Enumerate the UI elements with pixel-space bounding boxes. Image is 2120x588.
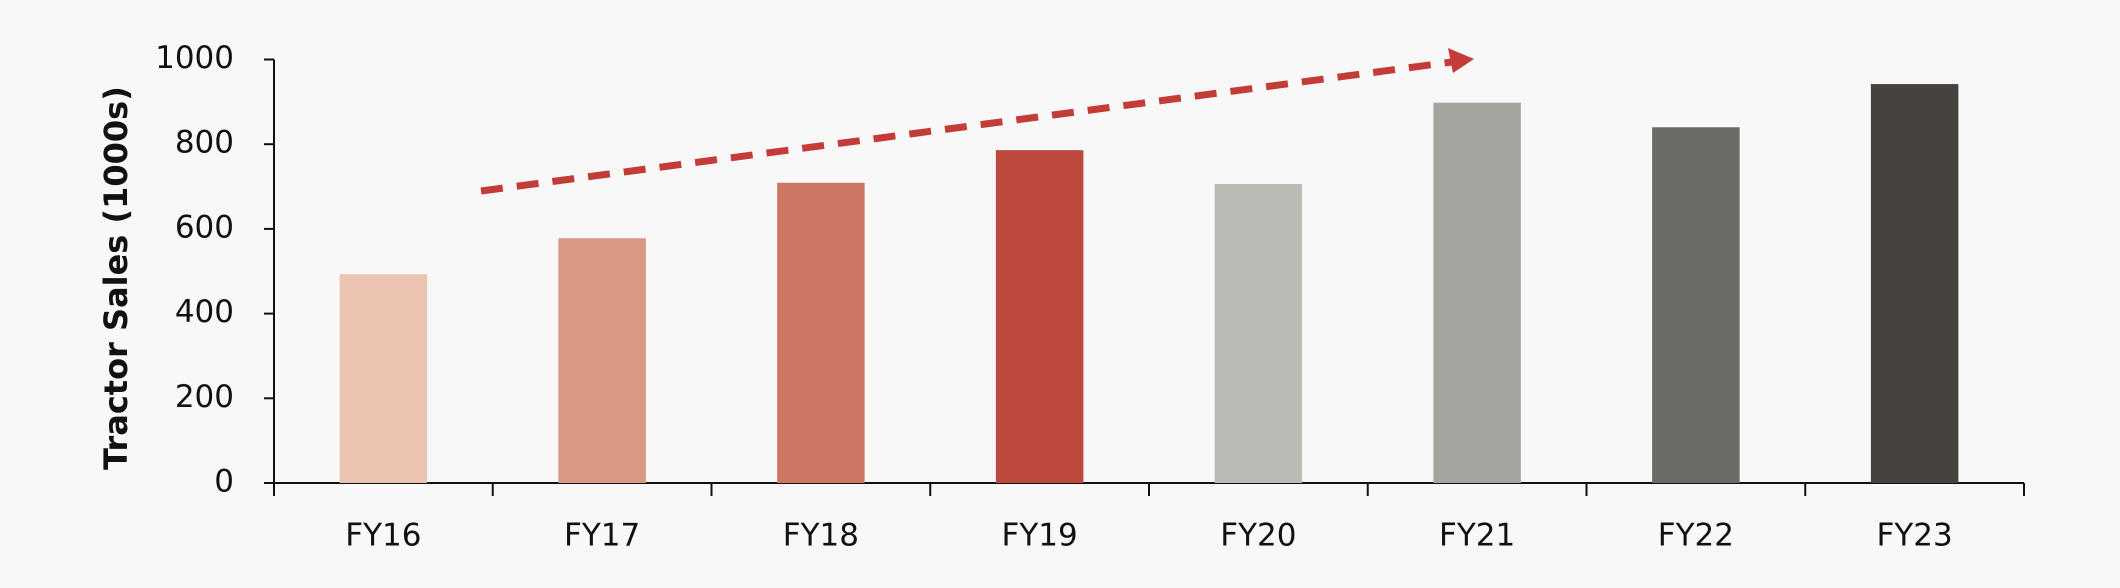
bar bbox=[558, 238, 646, 483]
y-tick-label: 400 bbox=[175, 294, 234, 330]
y-tick-label: 1000 bbox=[155, 40, 234, 76]
x-tick-label: FY18 bbox=[783, 518, 859, 554]
y-tick-label: 800 bbox=[175, 125, 234, 161]
y-tick-label: 0 bbox=[214, 464, 234, 500]
bar bbox=[339, 274, 428, 483]
bar bbox=[1214, 184, 1303, 483]
trend-line bbox=[480, 58, 1453, 195]
trend-arrowhead bbox=[1448, 48, 1474, 73]
trend-arrow bbox=[480, 48, 1474, 195]
bar bbox=[777, 182, 865, 483]
bar bbox=[1433, 102, 1521, 484]
bar bbox=[1652, 127, 1740, 483]
bar bbox=[1870, 84, 1959, 484]
x-tick-label: FY23 bbox=[1877, 518, 1953, 554]
y-tick-label: 200 bbox=[175, 379, 234, 415]
x-tick-label: FY17 bbox=[564, 518, 640, 554]
x-tick-label: FY16 bbox=[345, 518, 421, 554]
y-tick-label: 600 bbox=[175, 209, 234, 245]
x-tick-label: FY22 bbox=[1658, 518, 1734, 554]
x-tick-label: FY21 bbox=[1439, 518, 1515, 554]
bar bbox=[995, 150, 1084, 483]
x-tick-label: FY20 bbox=[1220, 518, 1296, 554]
x-tick-label: FY19 bbox=[1002, 518, 1078, 554]
y-axis-title: Tractor Sales (1000s) bbox=[97, 86, 135, 470]
